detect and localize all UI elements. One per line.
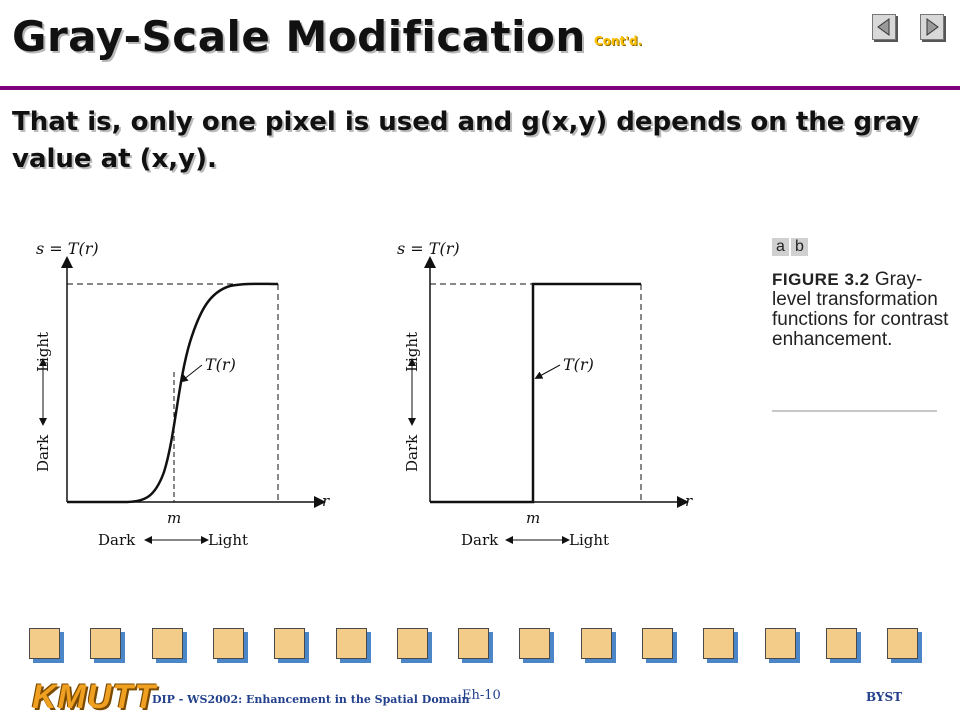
decorative-square <box>335 628 367 659</box>
slide-subtitle: That is, only one pixel is used and g(x,… <box>12 107 919 174</box>
decorative-square-row <box>29 628 949 662</box>
y-dark-label: Dark <box>403 434 421 472</box>
decorative-square <box>90 628 122 659</box>
decorative-square <box>29 628 60 659</box>
caption-label: FIGURE 3.2 <box>772 270 870 289</box>
course-footer: DIP - WS2002: Enhancement in the Spatial… <box>152 693 470 706</box>
decorative-square <box>396 628 428 659</box>
decorative-square <box>580 628 612 659</box>
x-dark-label: Dark <box>461 531 499 549</box>
transform-curve <box>67 282 279 504</box>
decorative-square <box>642 628 673 659</box>
x-axis-var: r <box>322 492 330 510</box>
y-light-label: Light <box>403 332 421 372</box>
y-axis-title: s = T(r) <box>397 239 460 258</box>
decorative-square <box>274 628 306 659</box>
decorative-square <box>887 628 919 659</box>
decorative-square <box>151 628 183 659</box>
decorative-square <box>519 628 551 659</box>
figure-caption: FIGURE 3.2 Gray-level transformation fun… <box>772 270 952 350</box>
decorative-square <box>825 628 857 659</box>
prev-slide-button[interactable] <box>872 14 896 40</box>
author-tag: BYST <box>866 690 903 704</box>
title-suffix: Cont'd. <box>594 34 643 48</box>
decorative-square <box>703 628 735 659</box>
decorative-square <box>458 628 490 659</box>
curve-label: T(r) <box>563 355 594 374</box>
curve-label-pointer <box>534 364 561 379</box>
plot-thresholding: s = T(r) r T(r) m Dark Light Dark Light <box>397 239 693 549</box>
decorative-square <box>212 628 244 659</box>
logo: KMUTT <box>32 678 156 716</box>
curve-label: T(r) <box>205 355 236 374</box>
title-divider <box>0 86 960 90</box>
threshold-label: m <box>167 509 181 527</box>
x-dark-label: Dark <box>98 531 136 549</box>
caption-divider <box>772 410 937 412</box>
caption-text: Gray-level transformation functions for … <box>772 269 949 350</box>
y-axis-title: s = T(r) <box>36 239 99 258</box>
transform-curve <box>430 282 641 504</box>
curve-label-pointer <box>179 364 203 383</box>
y-light-label: Light <box>34 332 52 372</box>
slide-title: Gray-Scale Modification <box>12 12 586 61</box>
next-slide-button[interactable] <box>920 14 944 40</box>
y-dark-label: Dark <box>34 434 52 472</box>
page-number: Eh-10 <box>462 688 501 703</box>
left-arrow-icon <box>877 18 890 36</box>
right-arrow-icon <box>926 18 939 36</box>
panel-label-b: b <box>791 238 808 256</box>
plot-contrast-stretching: s = T(r) r T(r) m Dark Light Dark Light <box>34 239 330 549</box>
x-light-label: Light <box>208 531 248 549</box>
x-light-label: Light <box>569 531 609 549</box>
threshold-label: m <box>526 509 540 527</box>
panel-label-a: a <box>772 238 789 256</box>
decorative-square <box>764 628 796 659</box>
x-axis-var: r <box>685 492 693 510</box>
